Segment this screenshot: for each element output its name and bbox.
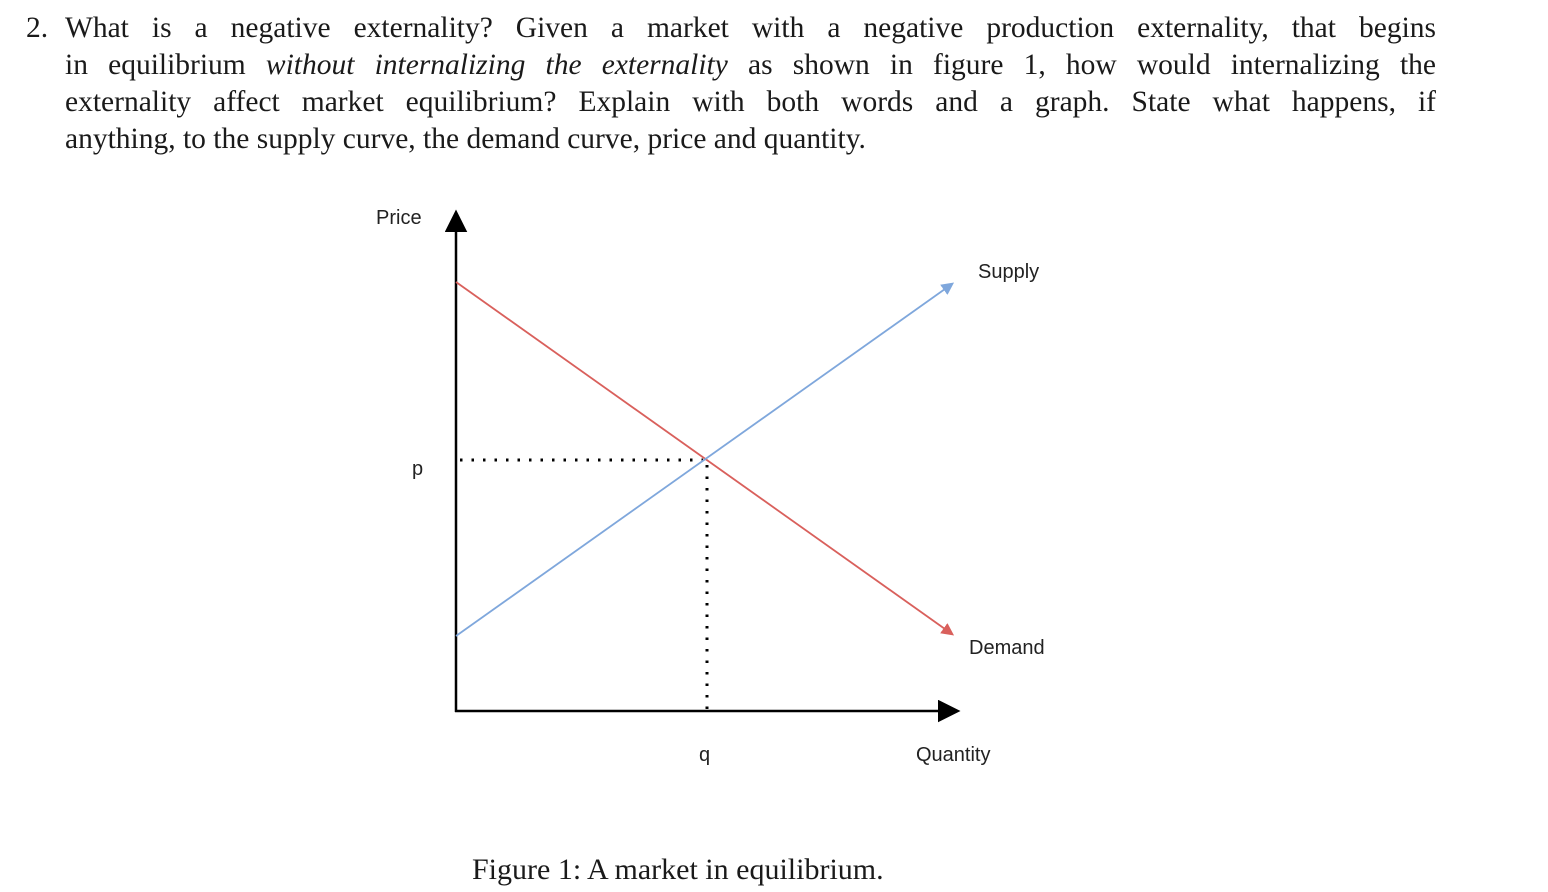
price-label: p: [412, 458, 423, 480]
demand-label: Demand: [969, 637, 1045, 659]
x-axis-label: Quantity: [916, 744, 990, 766]
italic-phrase: without internalizing the externality: [265, 49, 728, 81]
supply-curve: [455, 282, 955, 637]
supply-label: Supply: [978, 261, 1039, 283]
figure-caption: Figure 1: A market in equilibrium.: [472, 853, 884, 886]
question-number: 2.: [26, 12, 49, 44]
question-line-4: anything, to the supply curve, the deman…: [65, 123, 866, 155]
demand-curve: [455, 281, 955, 636]
question-line-3: externality affect market equilibrium? E…: [65, 86, 1436, 118]
question-line-2: in equilibrium without internalizing the…: [65, 49, 1437, 81]
y-axis-label: Price: [376, 207, 422, 229]
question-text: 2. What is a negative externality? Given …: [26, 10, 1436, 158]
quantity-label: q: [699, 744, 710, 766]
question-line-1: 2. What is a negative externality? Given …: [26, 10, 1436, 47]
